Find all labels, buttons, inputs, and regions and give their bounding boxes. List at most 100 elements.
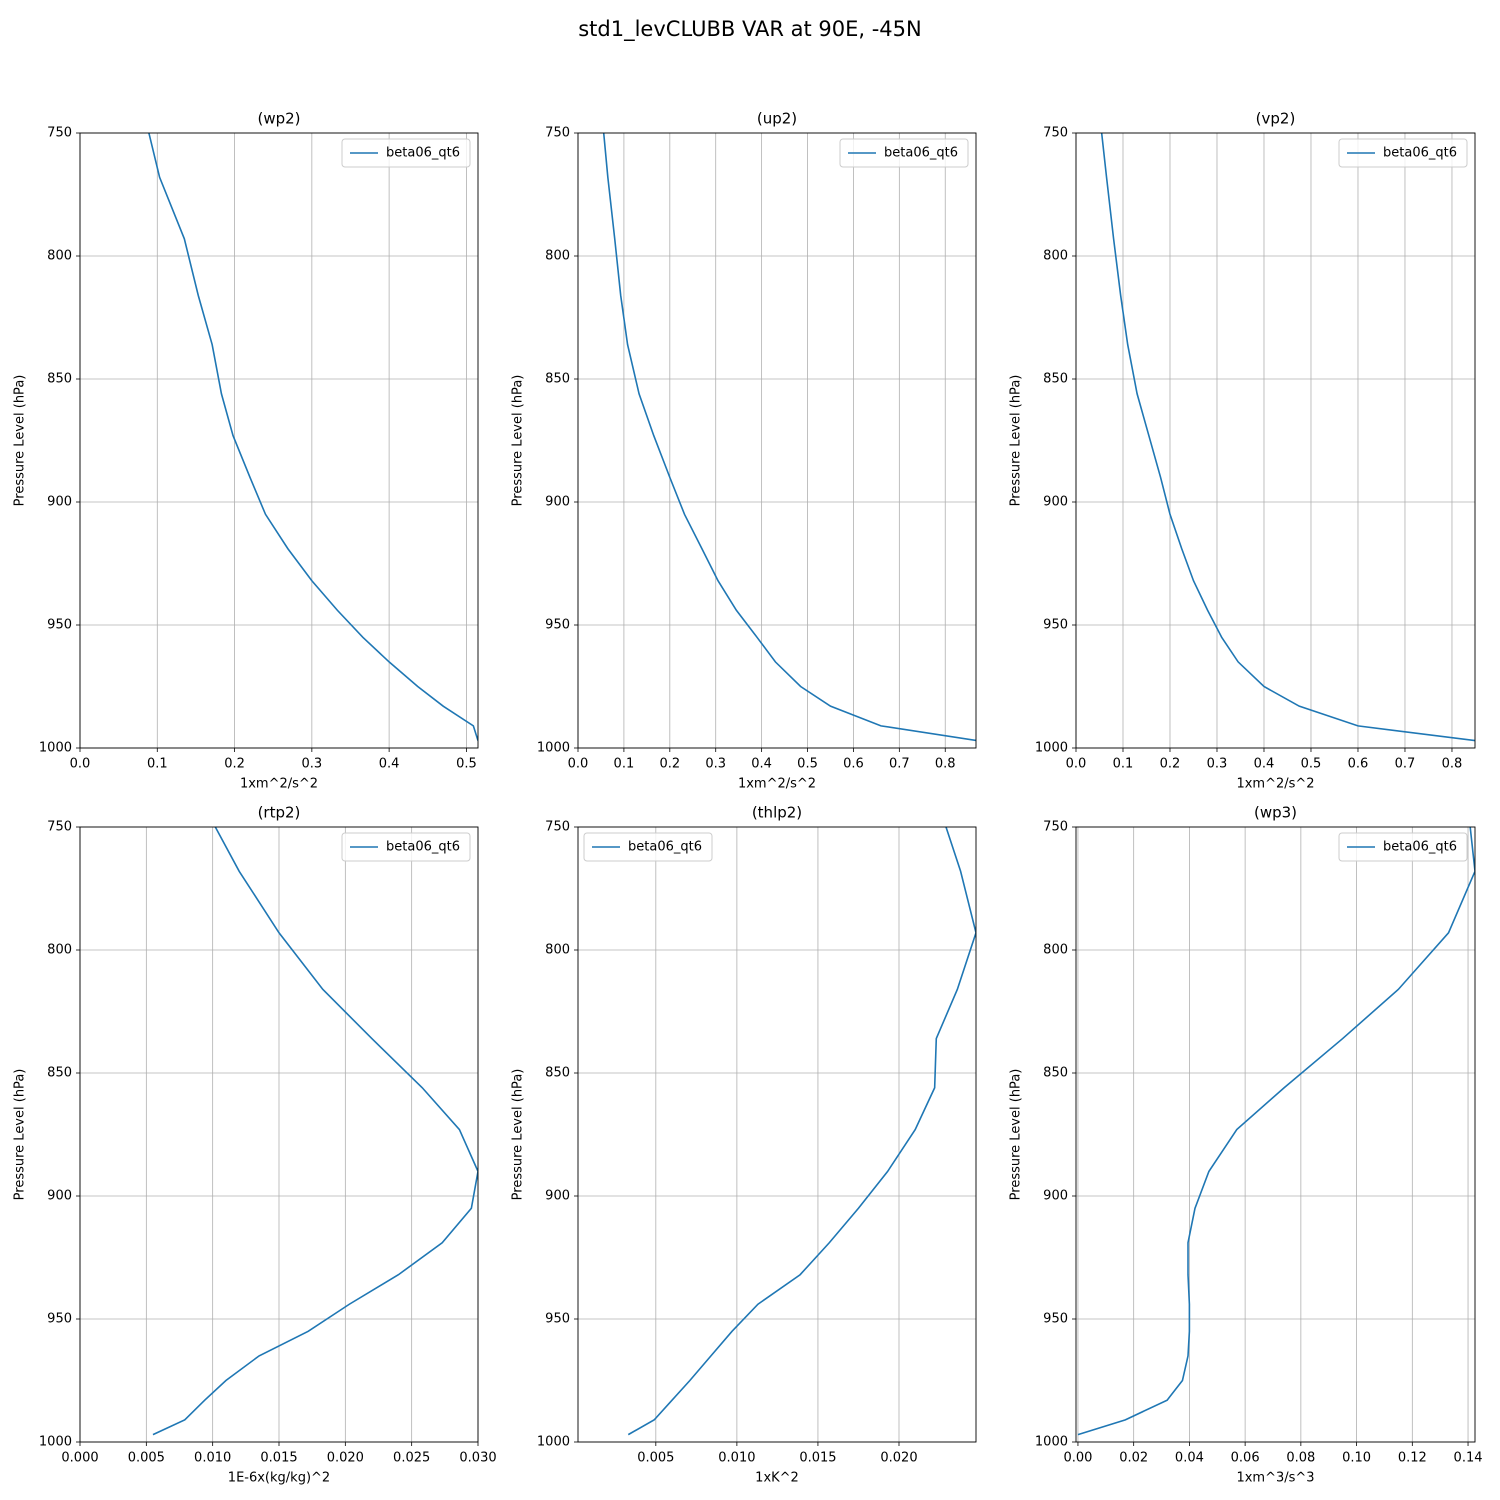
x-tick-label: 0.1: [1113, 757, 1134, 772]
y-tick-label: 1000: [1035, 741, 1068, 756]
y-tick-label: 850: [545, 372, 570, 387]
y-tick-label: 800: [545, 249, 570, 264]
y-tick-label: 800: [47, 249, 72, 264]
x-tick-label: 0.4: [379, 757, 400, 772]
y-tick-label: 750: [47, 820, 72, 835]
x-tick-label: 0.7: [889, 757, 910, 772]
y-tick-label: 950: [47, 1312, 72, 1327]
y-tick-label: 950: [1043, 618, 1068, 633]
x-tick-label: 0.12: [1398, 1451, 1427, 1466]
subplot-title: (wp2): [257, 110, 300, 128]
legend-label: beta06_qt6: [386, 146, 460, 161]
y-tick-label: 1000: [537, 1435, 570, 1450]
x-tick-label: 0.1: [614, 757, 635, 772]
legend-label: beta06_qt6: [1383, 146, 1457, 161]
data-line: [1077, 827, 1475, 1436]
y-tick-label: 800: [47, 943, 72, 958]
subplot: 0.000 0.005 0.010 0.015 0.020 0.025 0.030 750 80…: [13, 804, 497, 1486]
subplot: 0.005 0.010 0.015 0.020 750 800 850 900 950 1000 (…: [511, 804, 977, 1486]
x-tick-label: 0.2: [659, 757, 680, 772]
y-axis-label: Pressure Level (hPa): [1009, 1069, 1024, 1201]
x-tick-label: 0.010: [194, 1451, 231, 1466]
y-tick-label: 950: [47, 618, 72, 633]
y-tick-label: 750: [1043, 820, 1068, 835]
legend-box: [839, 138, 969, 168]
x-tick-label: 0.0: [70, 757, 91, 772]
y-tick-label: 900: [545, 1189, 570, 1204]
x-tick-label: 0.8: [935, 757, 956, 772]
legend-box: [1338, 138, 1468, 168]
y-tick-label: 950: [545, 1312, 570, 1327]
y-tick-label: 900: [1043, 1189, 1068, 1204]
x-axis-label: 1xm^2/s^2: [1236, 777, 1314, 792]
x-tick-label: 0.5: [797, 757, 818, 772]
y-tick-label: 750: [545, 820, 570, 835]
subplot: 0.0 0.1 0.2 0.3 0.4 0.5 750 800 850 900 950 1000 (wp…: [13, 110, 479, 792]
y-tick-label: 950: [1043, 1312, 1068, 1327]
legend-label: beta06_qt6: [386, 840, 460, 855]
x-tick-label: 0.1: [147, 757, 168, 772]
y-axis-label: Pressure Level (hPa): [1009, 375, 1024, 507]
x-tick-label: 0.0: [1066, 757, 1087, 772]
subplot-title: (rtp2): [258, 804, 301, 822]
y-tick-label: 1000: [39, 1435, 72, 1450]
x-tick-label: 0.010: [718, 1451, 755, 1466]
x-axis-label: 1xm^2/s^2: [240, 777, 318, 792]
x-axis-label: 1xK^2: [755, 1471, 799, 1486]
data-line: [602, 133, 976, 742]
data-line: [627, 827, 976, 1436]
x-tick-label: 0.6: [843, 757, 864, 772]
subplot: 0.00 0.02 0.04 0.06 0.08 0.10 0.12 0.14 750 800 85…: [1009, 804, 1483, 1486]
x-tick-label: 0.3: [302, 757, 323, 772]
legend-label: beta06_qt6: [628, 840, 702, 855]
y-tick-label: 850: [545, 1066, 570, 1081]
x-tick-label: 0.00: [1063, 1451, 1092, 1466]
plot-frame: [79, 132, 479, 749]
x-tick-label: 0.5: [1301, 757, 1322, 772]
x-tick-label: 0.3: [705, 757, 726, 772]
subplot: 0.0 0.1 0.2 0.3 0.4 0.5 0.6 0.7 0.8 750 800 850 900 9…: [1009, 110, 1476, 792]
x-axis-label: 1E-6x(kg/kg)^2: [228, 1471, 330, 1486]
y-tick-label: 950: [545, 618, 570, 633]
x-tick-label: 0.0: [568, 757, 589, 772]
y-tick-label: 1000: [39, 741, 72, 756]
y-tick-label: 750: [47, 126, 72, 141]
y-tick-label: 850: [47, 1066, 72, 1081]
x-tick-label: 0.4: [751, 757, 772, 772]
x-tick-label: 0.2: [1160, 757, 1181, 772]
x-tick-label: 0.020: [327, 1451, 364, 1466]
x-tick-label: 0.7: [1395, 757, 1416, 772]
x-tick-label: 0.025: [393, 1451, 430, 1466]
legend-label: beta06_qt6: [884, 146, 958, 161]
x-tick-label: 0.015: [799, 1451, 836, 1466]
y-tick-label: 900: [1043, 495, 1068, 510]
y-tick-label: 850: [1043, 372, 1068, 387]
x-tick-label: 0.04: [1175, 1451, 1204, 1466]
x-tick-label: 0.06: [1231, 1451, 1260, 1466]
y-tick-label: 1000: [1035, 1435, 1068, 1450]
data-line: [148, 133, 478, 741]
plot-frame: [1075, 826, 1476, 1443]
x-tick-label: 0.005: [128, 1451, 165, 1466]
x-tick-label: 0.000: [61, 1451, 98, 1466]
y-tick-label: 800: [1043, 249, 1068, 264]
data-line: [1100, 133, 1475, 742]
x-tick-label: 0.5: [456, 757, 477, 772]
x-axis-label: 1xm^3/s^3: [1236, 1471, 1314, 1486]
y-tick-label: 1000: [537, 741, 570, 756]
x-tick-label: 0.2: [224, 757, 245, 772]
legend-box: [341, 832, 471, 862]
x-tick-label: 0.030: [459, 1451, 496, 1466]
figure-title: std1_levCLUBB VAR at 90E, -45N: [578, 17, 922, 42]
y-tick-label: 750: [545, 126, 570, 141]
x-tick-label: 0.020: [880, 1451, 917, 1466]
plot-frame: [577, 132, 977, 749]
subplot-title: (up2): [757, 110, 797, 128]
x-axis-label: 1xm^2/s^2: [738, 777, 816, 792]
subplot-title: (vp2): [1256, 110, 1296, 128]
data-line: [152, 827, 478, 1436]
x-tick-label: 0.02: [1119, 1451, 1148, 1466]
x-tick-label: 0.3: [1207, 757, 1228, 772]
legend-box: [583, 832, 713, 862]
